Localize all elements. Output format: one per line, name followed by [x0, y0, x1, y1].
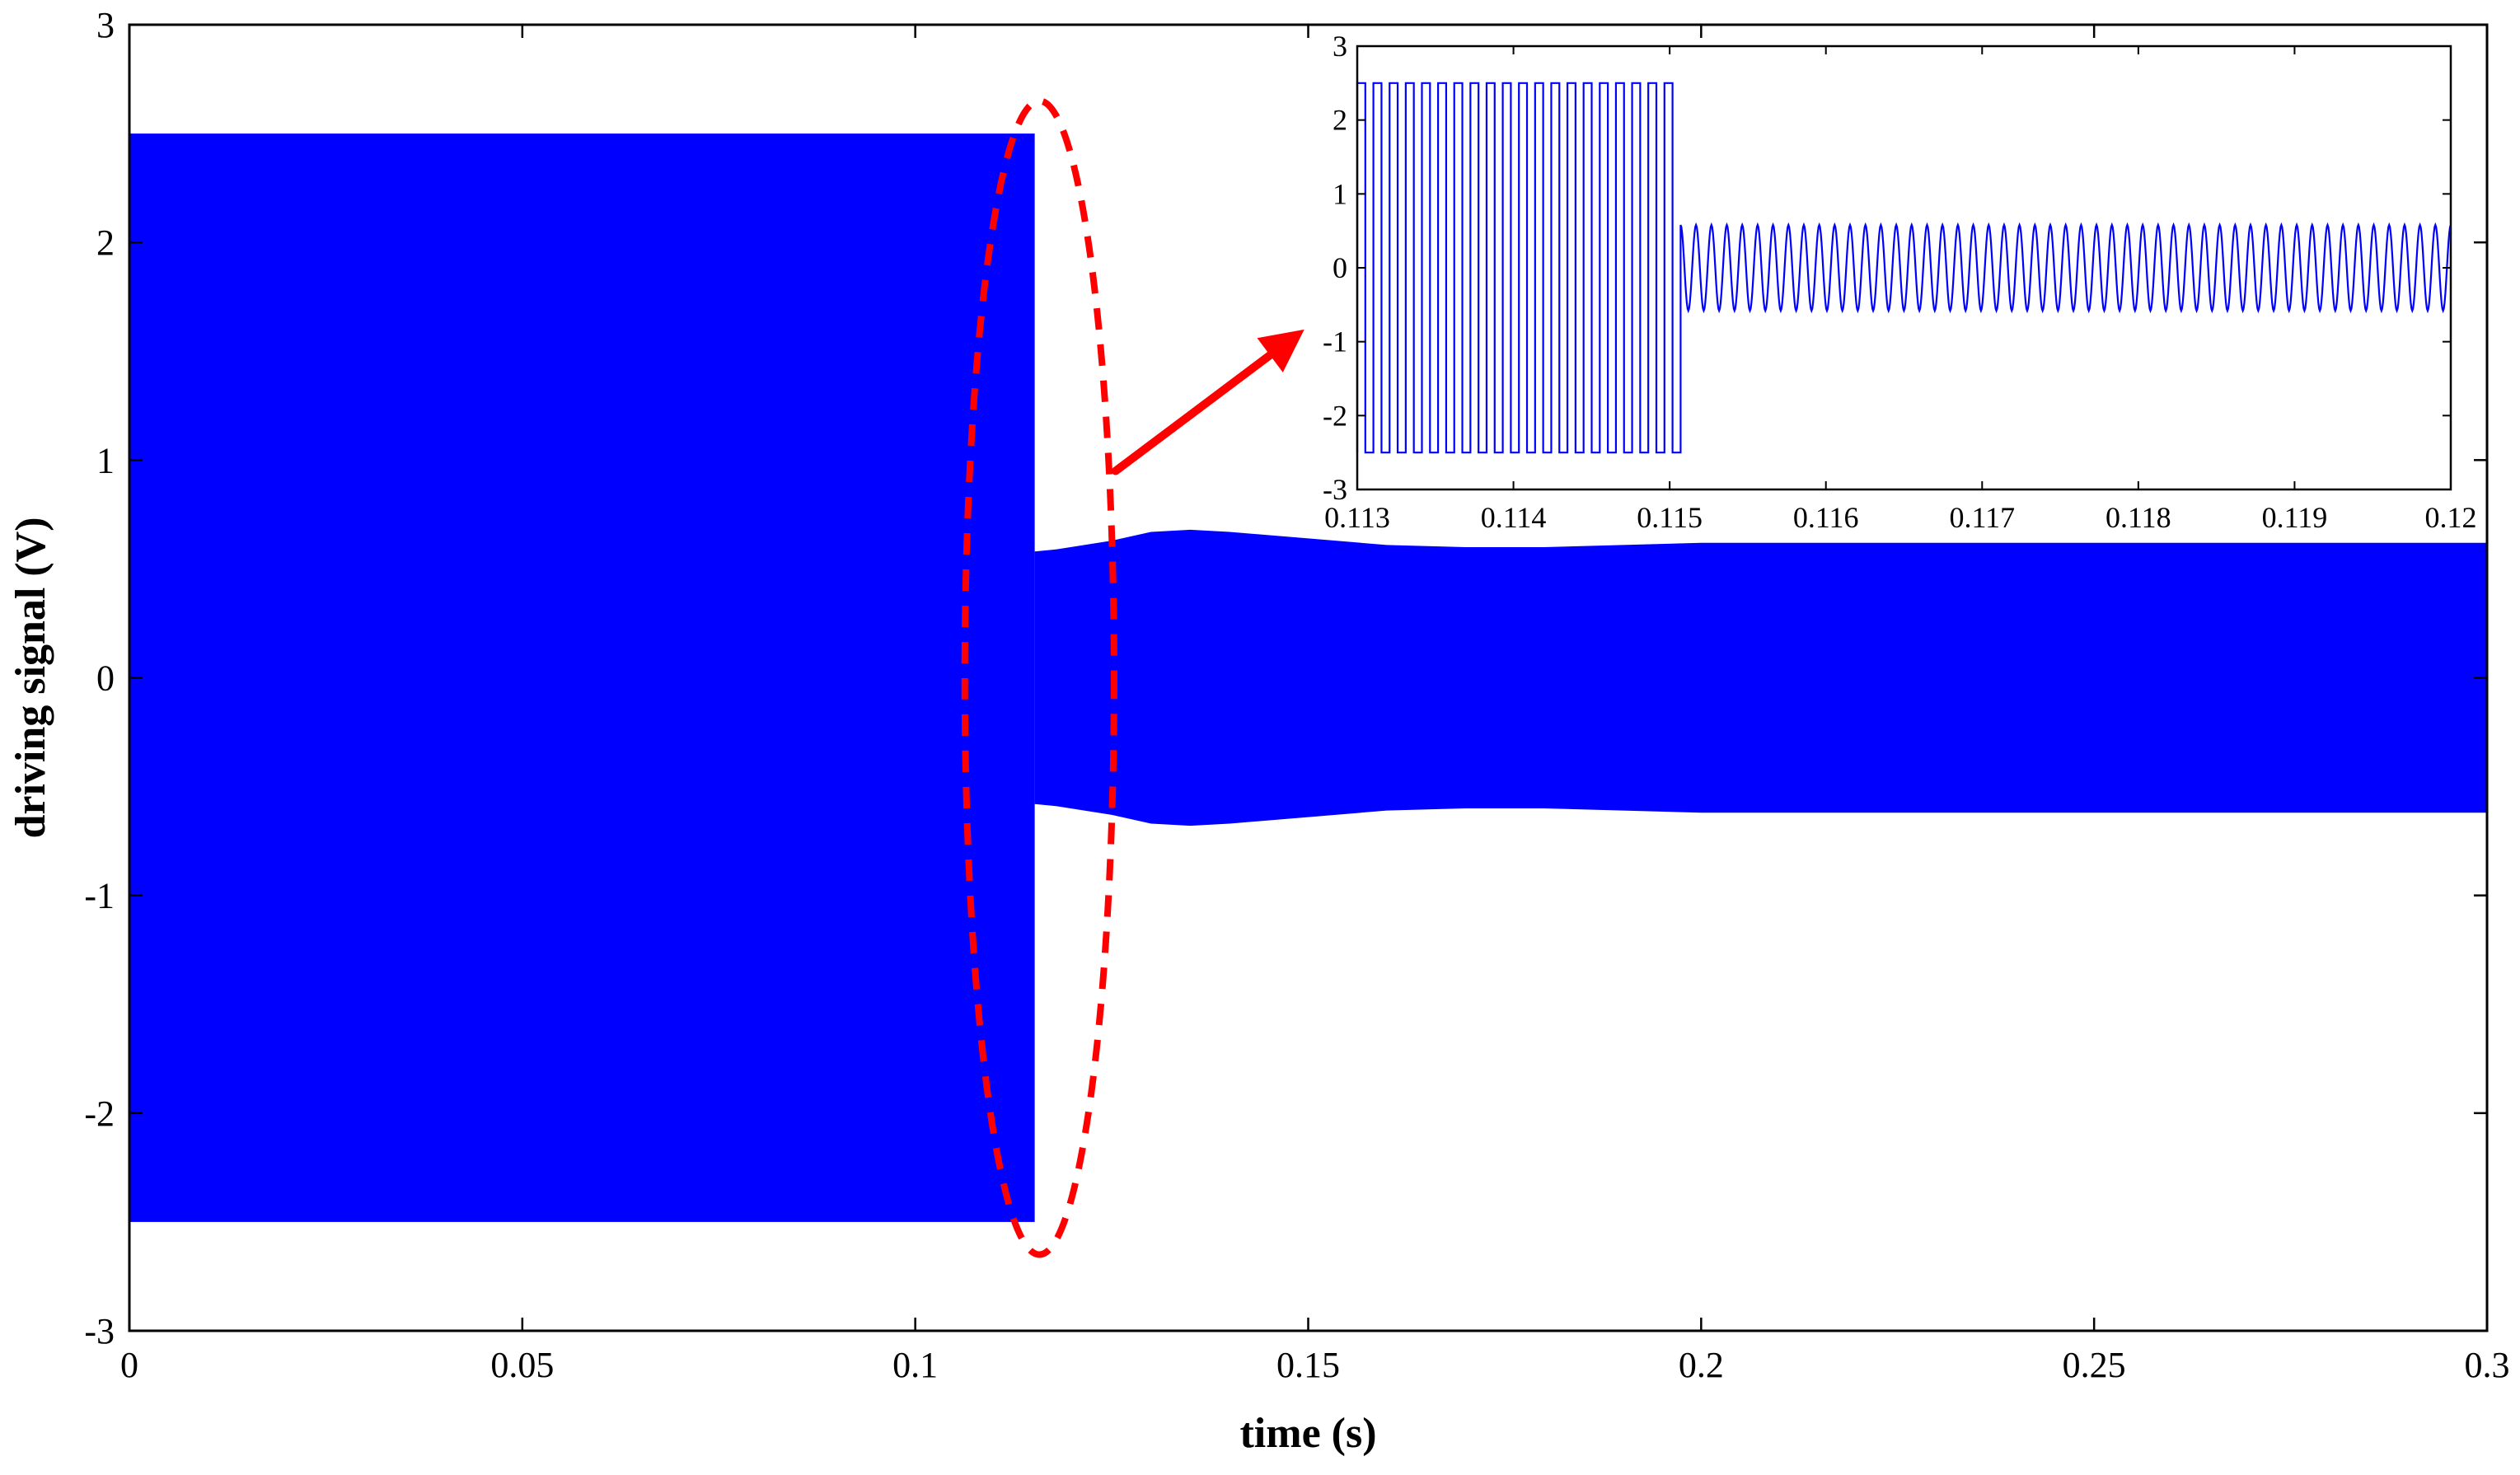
main-y-tick-label: 0	[96, 658, 115, 699]
inset-x-tick-label: 0.118	[2105, 501, 2171, 534]
main-x-tick-label: 0.1	[892, 1345, 938, 1385]
main-plot: 0 0.05 0.1 0.15 0.2 0.25 0.3 -3 -2 -1 0 1 2 3 time (s…	[7, 5, 2510, 1457]
inset-plot: 0.113 0.114 0.115 0.116 0.117 0.118 0.119 0.12 -…	[1323, 30, 2477, 534]
main-x-tick-label: 0.05	[490, 1345, 554, 1385]
inset-x-tick-label: 0.12	[2425, 501, 2477, 534]
main-y-tick-label: 2	[96, 222, 115, 263]
main-x-tick-label: 0.2	[1679, 1345, 1724, 1385]
zoom-annotations	[961, 97, 1304, 1258]
inset-axis-ticks: 0.113 0.114 0.115 0.116 0.117 0.118 0.119 0.12 -…	[1323, 30, 2477, 534]
inset-x-tick-label: 0.115	[1637, 501, 1703, 534]
inset-background	[1357, 46, 2451, 489]
inset-y-tick-label: 2	[1333, 104, 1347, 137]
inset-x-tick-label: 0.117	[1949, 501, 2015, 534]
inset-y-tick-label: 1	[1333, 177, 1347, 210]
main-y-tick-label: 3	[96, 5, 115, 45]
main-signal-block-post-switch	[1034, 529, 2487, 826]
main-y-axis-label: driving signal (V)	[7, 517, 54, 838]
inset-y-tick-label: -2	[1323, 399, 1347, 432]
main-y-tick-label: -3	[84, 1311, 115, 1351]
zoom-arrow-shaft	[1111, 351, 1275, 475]
main-signal-envelope	[129, 133, 2487, 1222]
main-y-tick-label: -2	[84, 1093, 115, 1134]
zoom-highlight-ellipse	[961, 97, 1117, 1258]
inset-y-tick-label: -3	[1323, 473, 1347, 506]
inset-x-tick-label: 0.119	[2262, 501, 2328, 534]
inset-x-tick-label: 0.113	[1324, 501, 1390, 534]
main-x-tick-label: 0.3	[2465, 1345, 2510, 1385]
main-x-axis-label: time (s)	[1239, 1410, 1376, 1457]
inset-signal-line	[1356, 82, 2452, 454]
zoom-arrow-head	[1257, 329, 1304, 372]
main-axis-ticks: 0 0.05 0.1 0.15 0.2 0.25 0.3 -3 -2 -1 0 1 2 3	[84, 5, 2509, 1385]
inset-x-tick-label: 0.114	[1481, 501, 1547, 534]
main-x-tick-label: 0.25	[2063, 1345, 2126, 1385]
inset-x-tick-label: 0.116	[1793, 501, 1859, 534]
inset-y-tick-label: -1	[1323, 325, 1347, 358]
main-y-tick-label: -1	[84, 876, 115, 916]
main-signal-block-pre-switch	[129, 133, 1035, 1222]
main-x-tick-label: 0.15	[1276, 1345, 1340, 1385]
inset-y-tick-label: 0	[1333, 251, 1347, 284]
inset-y-tick-label: 3	[1333, 30, 1347, 63]
main-y-tick-label: 1	[96, 440, 115, 480]
main-x-tick-label: 0	[120, 1345, 138, 1385]
